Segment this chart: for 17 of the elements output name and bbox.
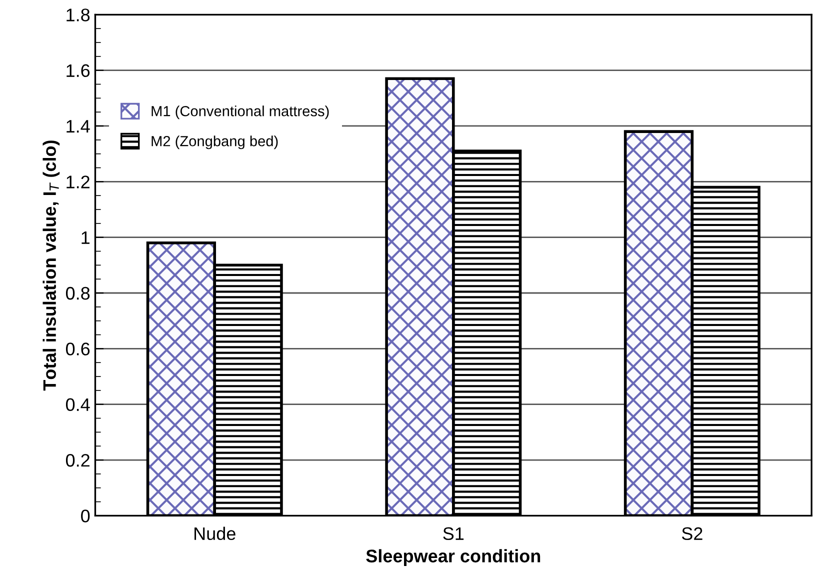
y-tick-label: 1 — [82, 231, 90, 244]
y-tick-label: 0 — [81, 510, 90, 522]
y-tick-label: 1.4 — [66, 120, 90, 133]
x-tick-label: S1 — [443, 527, 464, 540]
y-axis-title: Total insulation value, I$_{T}$ (clo) — [42, 140, 60, 391]
y-tick-label: 0.4 — [66, 398, 90, 412]
y-tick-label: 0.8 — [66, 286, 90, 300]
x-axis-title: Sleepwear condition — [366, 549, 540, 566]
x-tick-label: Nude — [194, 526, 236, 540]
y-tick-label: 0.6 — [66, 342, 90, 356]
y-tick-label: 0.2 — [66, 454, 90, 467]
y-tick-label: 1.2 — [66, 176, 90, 188]
y-tick-label: 1.6 — [66, 64, 90, 78]
legend-label: M2 (Zongbang bed) — [152, 136, 278, 150]
x-tick-label: S2 — [682, 527, 702, 540]
y-tick-label: 1.8 — [66, 8, 90, 22]
legend-label: M1 (Conventional mattress) — [152, 106, 329, 120]
